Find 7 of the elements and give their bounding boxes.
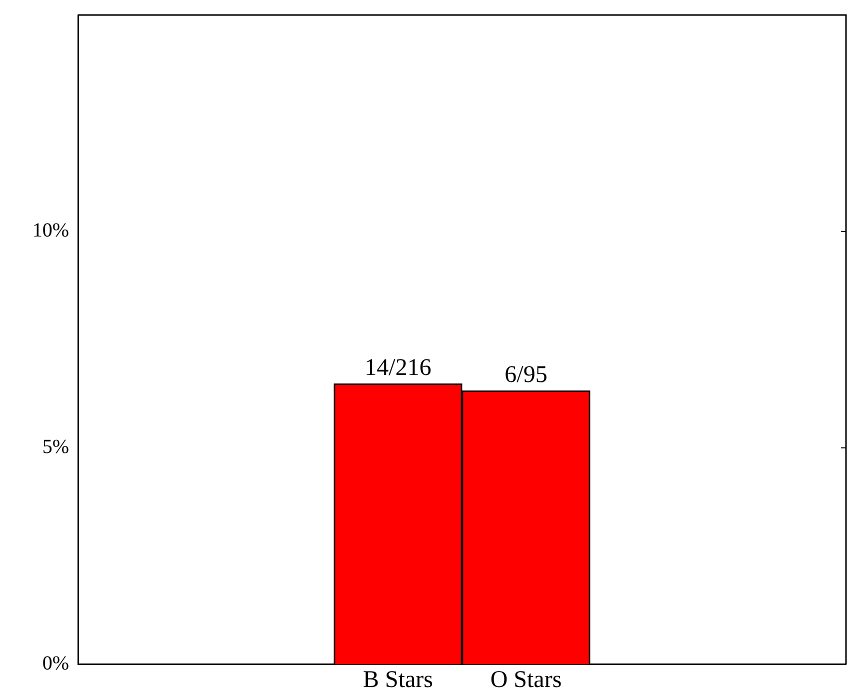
y-tick-label: 0% — [42, 652, 69, 674]
data-label: 14/216 — [364, 355, 432, 382]
y-tick-label: 10% — [32, 220, 69, 242]
x-tick-label: O Stars — [490, 666, 562, 693]
x-tick-label: B Stars — [362, 666, 434, 693]
y-tick-label: 5% — [42, 436, 69, 458]
data-label: 6/95 — [504, 362, 548, 388]
